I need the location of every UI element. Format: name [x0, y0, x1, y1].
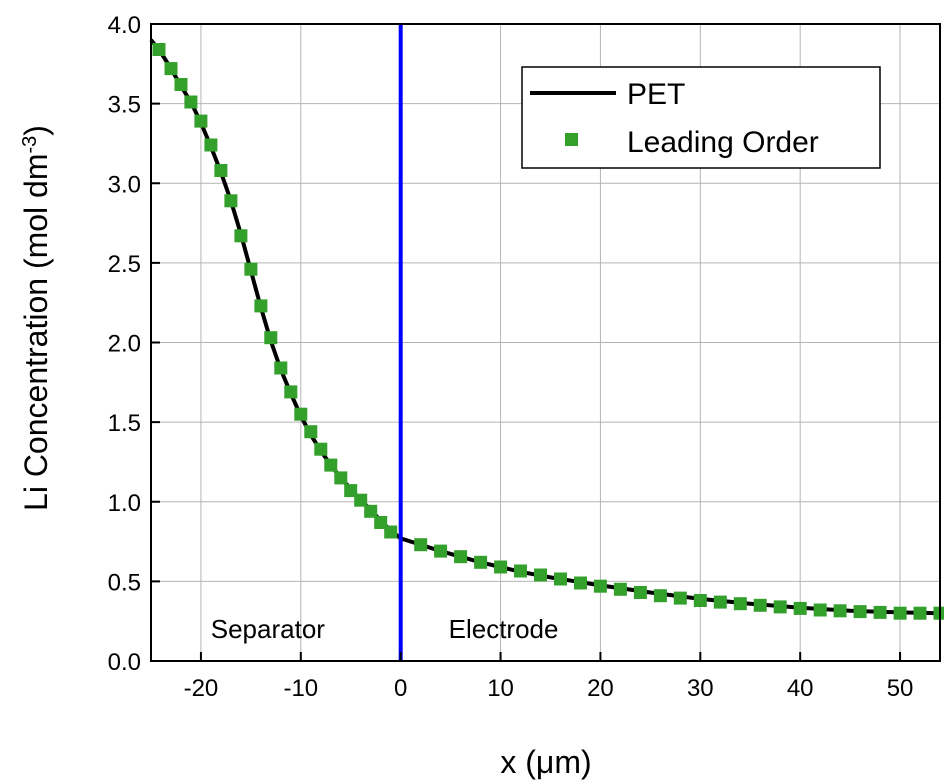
annotations: Separator Electrode [211, 614, 559, 644]
y-tick-label: 3.5 [108, 92, 141, 119]
leading-order-marker [673, 591, 687, 605]
x-tick-label: 20 [587, 675, 614, 702]
leading-order-marker [354, 493, 368, 507]
leading-order-marker [384, 525, 398, 539]
legend-label-pet: PET [627, 78, 685, 111]
y-tick-label: 1.5 [108, 410, 141, 437]
leading-order-marker [653, 589, 667, 603]
leading-order-marker [793, 601, 807, 615]
leading-order-marker [152, 43, 166, 56]
legend: PET Leading Order [521, 66, 881, 169]
leading-order-marker [613, 582, 627, 596]
leading-order-marker [324, 458, 338, 472]
leading-order-marker [184, 95, 198, 109]
y-axis-title-exponent: -3 [19, 136, 41, 154]
y-tick-label: 0.5 [108, 569, 141, 596]
x-tick-label: -10 [283, 675, 318, 702]
leading-order-marker [554, 572, 567, 586]
leading-order-marker [753, 598, 767, 612]
leading-order-marker [813, 603, 827, 617]
leading-order-marker [234, 229, 248, 243]
series-markers-group [152, 43, 944, 620]
y-axis-title-close: ) [18, 125, 54, 136]
leading-order-marker [593, 579, 607, 593]
legend-box [521, 66, 881, 169]
y-tick-label: 2.0 [108, 331, 141, 358]
leading-order-marker [933, 606, 944, 620]
leading-order-marker [873, 605, 887, 619]
leading-order-marker [304, 425, 318, 439]
y-axis-title-main: Li Concentration (mol dm [18, 153, 54, 510]
leading-order-marker [214, 164, 228, 177]
region-annotation: Separator [211, 614, 326, 644]
leading-order-marker [713, 595, 727, 609]
region-annotation: Electrode [449, 614, 559, 644]
leading-order-marker [364, 504, 378, 518]
leading-order-marker [314, 442, 328, 456]
y-tick-label: 2.5 [108, 251, 141, 278]
leading-order-marker [294, 407, 308, 421]
x-axis-title-unit: μm [536, 744, 581, 780]
y-tick-label: 4.0 [108, 12, 141, 39]
leading-order-marker [204, 138, 218, 152]
leading-order-marker [174, 78, 188, 91]
leading-order-marker [514, 564, 527, 578]
y-tick-label: 0.0 [108, 649, 141, 676]
leading-order-marker [534, 568, 547, 582]
x-tick-label: 0 [394, 675, 407, 702]
leading-order-marker [374, 516, 388, 529]
leading-order-marker [284, 385, 298, 399]
x-tick-label: 30 [687, 675, 714, 702]
leading-order-marker [414, 538, 428, 552]
y-tick-label: 3.0 [108, 171, 141, 198]
leading-order-marker [164, 62, 178, 76]
x-axis-title: x (μm) [500, 744, 591, 780]
x-tick-label: 10 [487, 675, 514, 702]
leading-order-marker [853, 605, 867, 619]
leading-order-marker [773, 600, 787, 614]
x-tick-label: -20 [184, 675, 219, 702]
leading-order-marker [224, 194, 238, 208]
leading-order-marker [264, 331, 278, 345]
leading-order-marker [474, 555, 488, 569]
leading-order-marker [434, 544, 448, 558]
leading-order-marker [913, 606, 927, 620]
leading-order-marker [274, 361, 288, 375]
leading-order-marker [574, 576, 587, 590]
leading-order-marker [833, 604, 847, 618]
leading-order-marker [733, 597, 747, 611]
leading-order-marker [194, 114, 208, 128]
leading-order-marker [254, 299, 268, 313]
leading-order-marker [244, 262, 258, 276]
x-axis-title-suffix: ) [581, 744, 592, 780]
leading-order-marker [633, 586, 647, 599]
leading-order-marker [344, 484, 358, 498]
x-tick-label: 50 [887, 675, 914, 702]
leading-order-marker [494, 560, 508, 574]
x-tick-label: 40 [787, 675, 814, 702]
ticks: -20 -10 0 10 20 30 40 50 0.0 0.5 1.0 1.5 2.0 2.5 3.0 3.… [108, 12, 914, 702]
leading-order-marker [454, 550, 468, 564]
y-axis-title: Li Concentration (mol dm-3) [18, 125, 54, 511]
leading-order-marker [334, 471, 348, 485]
legend-label-leading-order: Leading Order [627, 126, 819, 159]
leading-order-marker [693, 594, 707, 607]
leading-order-marker [893, 606, 907, 620]
x-axis-title-prefix: x ( [500, 744, 536, 780]
legend-marker-swatch [565, 133, 578, 146]
y-tick-label: 1.0 [108, 490, 141, 517]
